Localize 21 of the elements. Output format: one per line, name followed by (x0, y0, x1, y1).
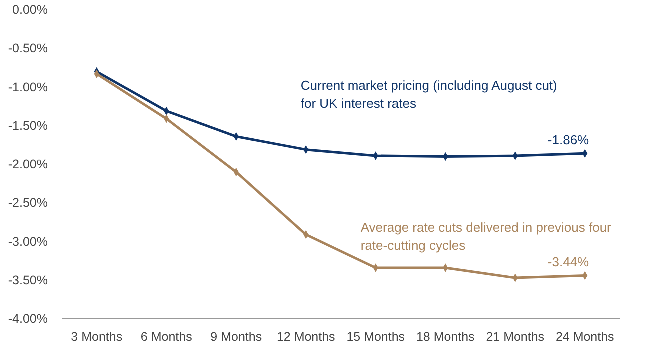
x-tick-label: 18 Months (416, 330, 475, 344)
x-tick-label: 12 Months (276, 330, 336, 344)
text: Current market pricing (including August cut) for UK interest rates (300, 78, 558, 112)
y-tick-label: -1.50% (8, 118, 48, 133)
x-tick-label: 9 Months (210, 330, 262, 344)
data-label: -1.86% (548, 132, 590, 148)
y-tick-label: -4.00% (8, 312, 48, 326)
series-label: Average rate cuts delivered in previous four rate-cutting cycles (360, 220, 612, 254)
y-tick-label: -3.00% (8, 234, 48, 249)
x-tick-label: 24 Months (556, 330, 614, 344)
y-tick-label: 0.00% (12, 3, 48, 17)
x-tick-label: 15 Months (346, 330, 406, 344)
data-label: -3.44% (548, 254, 590, 270)
x-tick-label: 3 Months (71, 330, 123, 344)
y-tick-label: -2.00% (8, 158, 48, 172)
y-tick-label: -1.00% (8, 80, 48, 94)
y-tick-label: -0.50% (8, 42, 48, 56)
y-tick-label: -2.50% (8, 196, 48, 210)
x-tick-label: 6 Months (140, 330, 192, 344)
y-tick-label: -3.50% (8, 273, 48, 288)
x-tick-label: 21 Months (486, 330, 545, 344)
